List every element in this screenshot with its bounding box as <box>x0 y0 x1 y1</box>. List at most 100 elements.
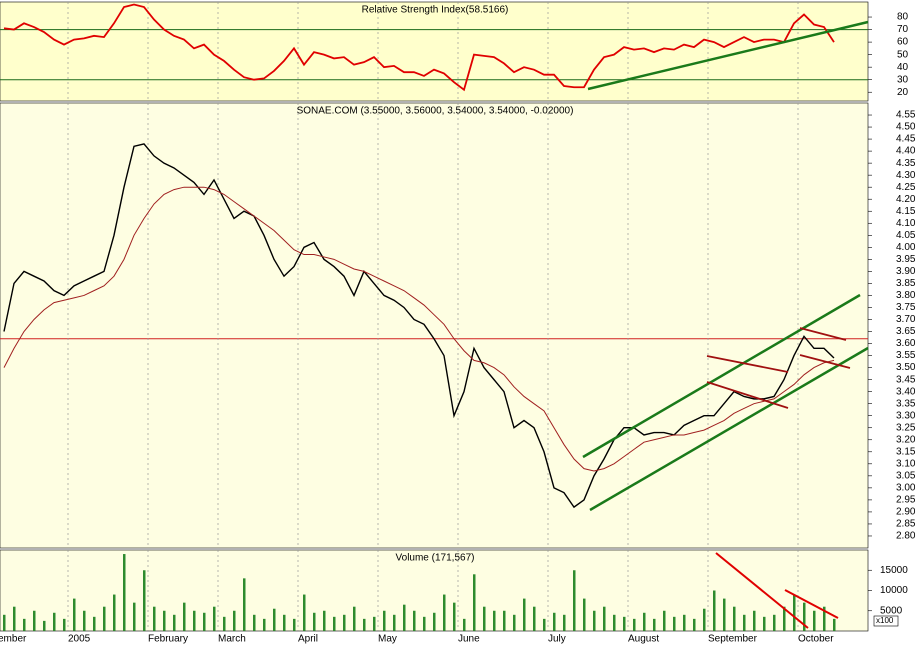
bar <box>193 610 196 631</box>
y-tick-label: 3.30 <box>896 410 916 421</box>
bar <box>123 554 126 631</box>
bar <box>413 610 416 631</box>
x-tick-label: April <box>298 634 318 645</box>
y-tick-label: 4.55 <box>896 110 916 121</box>
y-tick-label: 3.00 <box>896 483 916 494</box>
flag-upper <box>706 355 789 373</box>
y-tick-label: 3.95 <box>896 254 916 265</box>
bar <box>293 618 296 631</box>
bar <box>283 614 286 631</box>
bar <box>573 570 576 631</box>
bar <box>103 606 106 631</box>
bar <box>553 612 556 631</box>
bar <box>173 614 176 631</box>
bar <box>213 606 216 631</box>
y-tick-label: 3.05 <box>896 470 916 481</box>
bar <box>203 612 206 631</box>
y-tick-label: 70 <box>897 24 909 35</box>
bar <box>163 610 166 631</box>
panel-title: Volume (171,567) <box>396 553 475 564</box>
bar <box>143 570 146 631</box>
bar <box>333 616 336 631</box>
bar <box>663 610 666 631</box>
bar <box>483 606 486 631</box>
bar <box>343 614 346 631</box>
x-tick-label: ember <box>0 634 27 645</box>
unit-label: x100 <box>876 616 894 625</box>
x-tick-label: October <box>798 634 834 645</box>
bar <box>683 614 686 631</box>
y-tick-label: 50 <box>897 49 909 60</box>
bar <box>563 614 566 631</box>
y-tick-label: 2.95 <box>896 495 916 506</box>
bar <box>703 608 706 631</box>
y-tick-label: 40 <box>897 62 909 73</box>
y-tick-label: 5000 <box>880 605 903 616</box>
bar <box>543 618 546 631</box>
x-tick-label: February <box>148 634 188 645</box>
y-tick-label: 3.15 <box>896 446 916 457</box>
y-tick-label: 4.00 <box>896 242 916 253</box>
bar <box>633 618 636 631</box>
y-tick-label: 4.45 <box>896 134 916 145</box>
bar <box>3 614 6 631</box>
panel-backgrounds <box>0 1 869 632</box>
y-tick-label: 3.70 <box>896 314 916 325</box>
panel-background <box>0 102 869 549</box>
bar <box>603 606 606 631</box>
bar <box>613 614 616 631</box>
volume-trend-1 <box>715 552 809 629</box>
y-tick-label: 4.25 <box>896 182 916 193</box>
bar <box>673 616 676 631</box>
y-tick-label: 4.05 <box>896 230 916 241</box>
bar <box>393 614 396 631</box>
bar <box>823 606 826 631</box>
bar <box>403 604 406 631</box>
bar <box>353 606 356 631</box>
pennant-upper <box>799 327 847 341</box>
x-tick-label: March <box>218 634 246 645</box>
bar <box>833 618 836 631</box>
bar <box>73 598 76 631</box>
bar <box>233 610 236 631</box>
x-tick-label: September <box>708 634 758 645</box>
unit-box <box>873 615 899 627</box>
y-tick-label: 4.35 <box>896 158 916 169</box>
bar <box>43 620 46 631</box>
y-tick-label: 2.90 <box>896 507 916 518</box>
bar <box>473 574 476 631</box>
bar <box>503 610 506 631</box>
y-tick-label: 4.15 <box>896 206 916 217</box>
rsi-trendline <box>587 20 869 91</box>
bar <box>793 594 796 631</box>
channel-upper <box>582 293 861 459</box>
panel-title: SONAE.COM (3.55000, 3.56000, 3.54000, 3.… <box>297 106 574 117</box>
bar <box>83 610 86 631</box>
bar <box>313 612 316 631</box>
bar <box>23 618 26 631</box>
bar <box>623 616 626 631</box>
y-tick-label: 3.10 <box>896 458 916 469</box>
marks <box>3 3 836 631</box>
bar <box>53 612 56 631</box>
y-tick-label: 3.25 <box>896 422 916 433</box>
y-tick-label: 3.40 <box>896 386 916 397</box>
bar <box>773 614 776 631</box>
bar <box>653 618 656 631</box>
bar <box>733 606 736 631</box>
bar <box>363 618 366 631</box>
trendlines <box>582 20 869 629</box>
y-tick-label: 3.20 <box>896 434 916 445</box>
bar <box>303 594 306 631</box>
x-tick-label: 2005 <box>68 634 91 645</box>
channel-lower <box>589 346 869 512</box>
bar <box>223 616 226 631</box>
y-tick-label: 4.30 <box>896 170 916 181</box>
bar <box>253 614 256 631</box>
bar <box>463 618 466 631</box>
y-tick-label: 3.75 <box>896 302 916 313</box>
y-tick-label: 3.50 <box>896 362 916 373</box>
y-tick-label: 4.50 <box>896 122 916 133</box>
panel-title: Relative Strength Index(58.5166) <box>362 5 509 16</box>
